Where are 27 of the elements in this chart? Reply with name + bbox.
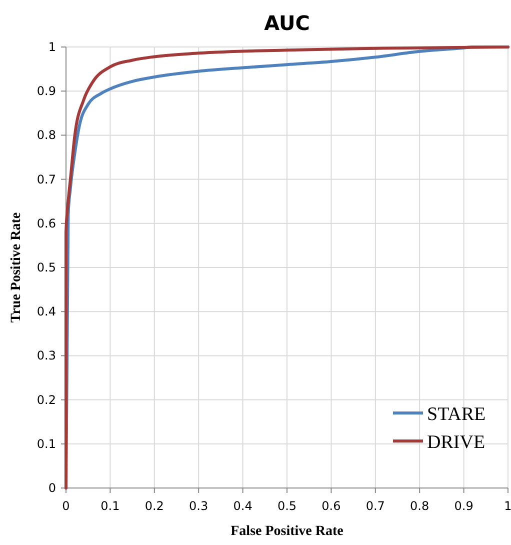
y-tick-label: 0.1 xyxy=(36,436,56,451)
x-tick-label: 0.1 xyxy=(100,499,120,513)
y-tick-label: 0.6 xyxy=(36,216,56,230)
y-tick-label: 1 xyxy=(48,40,56,54)
x-tick-label: 0.3 xyxy=(189,499,208,513)
x-tick-label: 0.6 xyxy=(322,499,341,513)
y-tick-label: 0 xyxy=(48,481,56,495)
x-tick-label: 0 xyxy=(62,499,70,513)
legend-label: STARE xyxy=(427,404,486,425)
y-tick-label: 0.9 xyxy=(36,84,56,98)
x-axis-title: False Positive Rate xyxy=(230,524,344,539)
legend-label: DRIVE xyxy=(427,432,486,453)
x-tick-label: 0.7 xyxy=(366,499,385,513)
x-tick-label: 0.4 xyxy=(233,499,252,513)
y-tick-label: 0.7 xyxy=(36,172,56,186)
y-tick-label: 0.5 xyxy=(36,260,56,274)
y-axis-title: True Positive Rate xyxy=(9,212,24,323)
chart-title: AUC xyxy=(264,11,310,35)
x-tick-label: 0.8 xyxy=(410,499,430,513)
y-tick-label: 0.8 xyxy=(36,128,56,142)
x-tick-label: 0.9 xyxy=(454,499,474,513)
x-tick-label: 1 xyxy=(504,499,511,513)
x-tick-label: 0.2 xyxy=(144,499,164,513)
x-tick-label: 0.5 xyxy=(277,499,297,513)
y-tick-label: 0.3 xyxy=(36,348,56,363)
y-tick-label: 0.4 xyxy=(36,304,56,319)
y-tick-label: 0.2 xyxy=(36,392,56,407)
